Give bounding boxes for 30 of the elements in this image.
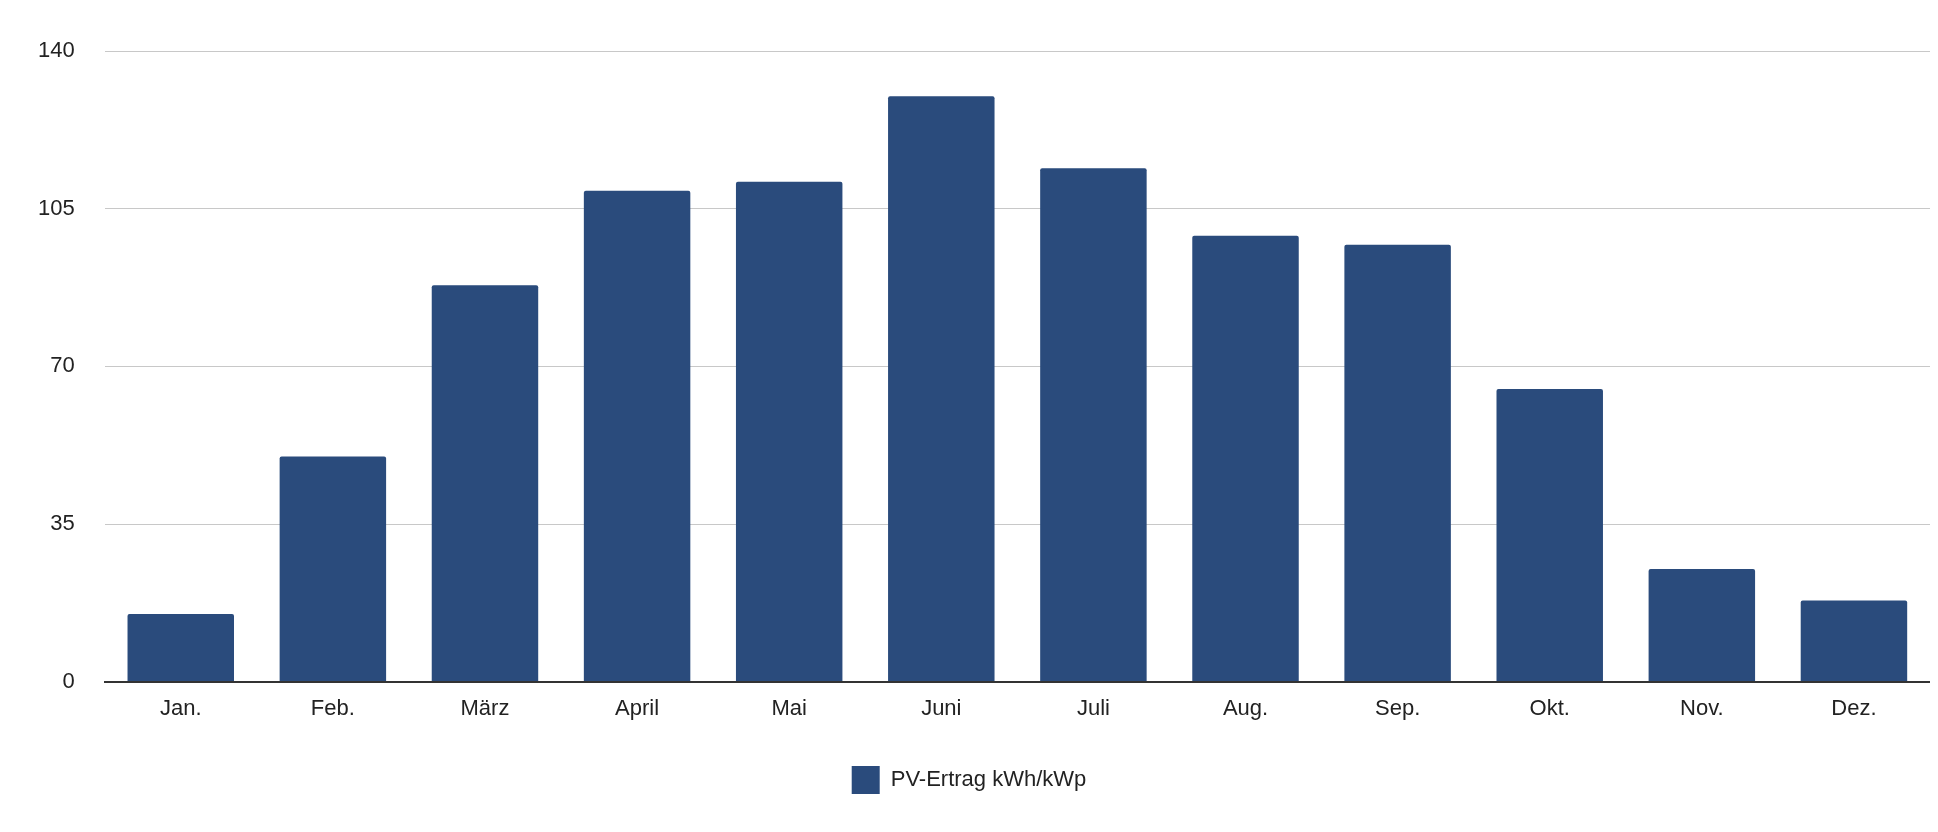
bar [735, 181, 843, 682]
x-tick-label: Okt. [1529, 694, 1570, 720]
y-tick-label: 140 [37, 37, 75, 63]
bar [1344, 244, 1451, 682]
x-tick-label: Juli [1076, 694, 1110, 720]
bar [127, 614, 234, 682]
y-tick-label: 105 [37, 194, 75, 220]
y-tick-label: 70 [50, 352, 75, 378]
x-tick-label: März [460, 694, 510, 720]
bar [1496, 388, 1603, 682]
x-tick-label: April [615, 694, 660, 720]
bar [583, 190, 691, 682]
x-tick-label: Jan. [159, 694, 202, 720]
x-tick-label: Nov. [1680, 694, 1724, 720]
bar [1040, 168, 1147, 682]
x-tick-label: Sep. [1374, 694, 1421, 720]
bar [279, 456, 387, 682]
x-tick-label: Juni [921, 694, 962, 720]
bar [431, 285, 539, 682]
legend-label: PV-Ertrag kWh/kWp [890, 766, 1087, 792]
y-tick-label: 0 [62, 667, 75, 693]
x-tick-label: Aug. [1222, 694, 1269, 720]
x-tick-label: Mai [771, 694, 807, 720]
bar [1648, 569, 1756, 682]
bar [888, 96, 995, 682]
x-tick-label: Feb. [310, 694, 355, 720]
bar [1192, 235, 1299, 682]
bar [1800, 600, 1908, 682]
x-tick-label: Dez. [1831, 694, 1877, 720]
y-tick-label: 35 [50, 510, 75, 536]
